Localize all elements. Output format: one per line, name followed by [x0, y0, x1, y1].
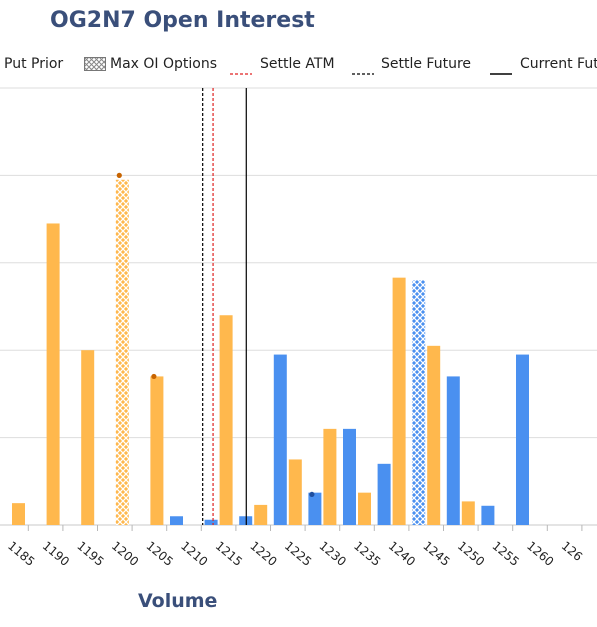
x-tick-label: 1245	[420, 539, 452, 569]
prior-marker-call-1230	[309, 491, 315, 498]
x-tick-label: 126	[559, 539, 586, 564]
legend-current-future: Current Fut	[520, 56, 597, 72]
legend-settle-atm-swatch	[230, 63, 252, 79]
x-tick-label: 1230	[316, 539, 348, 569]
call-bar-1260	[516, 354, 529, 525]
call-bar-1240	[377, 463, 391, 525]
call-bar-1255	[481, 505, 495, 525]
x-tick-label: 1240	[386, 539, 418, 569]
legend-max-oi-swatch	[84, 57, 106, 75]
x-tick-label: 1205	[143, 539, 175, 569]
x-tick-label: 1190	[40, 539, 72, 569]
call-bar-1245	[412, 280, 426, 525]
x-tick-label: 1235	[351, 539, 383, 569]
x-tick-label: 1195	[74, 539, 106, 569]
legend-settle-atm: Settle ATM	[260, 56, 335, 72]
put-bar-1205	[150, 376, 164, 525]
call-bar-1225	[273, 354, 287, 525]
put-bar-1200	[115, 179, 129, 525]
put-bar-1230	[323, 428, 337, 525]
legend-settle-future: Settle Future	[381, 56, 472, 72]
x-tick-label: 1200	[109, 539, 141, 569]
chart-title: OG2N7 Open Interest	[50, 8, 315, 33]
x-tick-label: 1250	[455, 539, 487, 569]
prior-marker-put-1205	[151, 373, 157, 380]
legend-settle-future-swatch	[352, 63, 374, 79]
put-bar-1250	[461, 501, 475, 525]
x-tick-label: 1255	[489, 539, 521, 569]
put-bar-1190	[46, 223, 60, 525]
legend-max-oi: Max OI Options	[110, 56, 218, 72]
put-bar-1245	[427, 345, 441, 525]
legend-current-future-swatch	[490, 63, 512, 79]
put-bar-1215	[219, 315, 233, 525]
call-bar-1230	[308, 492, 322, 525]
call-bar-1210	[170, 516, 183, 525]
x-axis-label: Volume	[138, 590, 218, 612]
put-bar-1225	[288, 459, 302, 525]
call-bar-1250	[446, 376, 460, 525]
x-tick-label: 1260	[524, 539, 556, 569]
call-bar-1235	[343, 428, 356, 525]
legend-put-prior: Put Prior	[4, 56, 64, 72]
x-tick-label: 1215	[213, 539, 245, 569]
put-bar-1185	[12, 503, 25, 525]
put-bar-1235	[358, 492, 371, 525]
call-bar-1215	[204, 519, 218, 525]
prior-marker-put-1200	[116, 172, 122, 178]
x-tick-label: 1185	[5, 539, 37, 569]
x-tick-label: 1210	[178, 539, 210, 569]
x-tick-label: 1220	[247, 539, 279, 569]
legend: Put Prior Max OI Options Settle ATM Sett…	[0, 52, 597, 76]
put-bar-1240	[392, 277, 406, 525]
put-bar-1195	[81, 350, 95, 525]
x-tick-label: 1225	[282, 539, 314, 569]
put-bar-1220	[254, 504, 268, 525]
